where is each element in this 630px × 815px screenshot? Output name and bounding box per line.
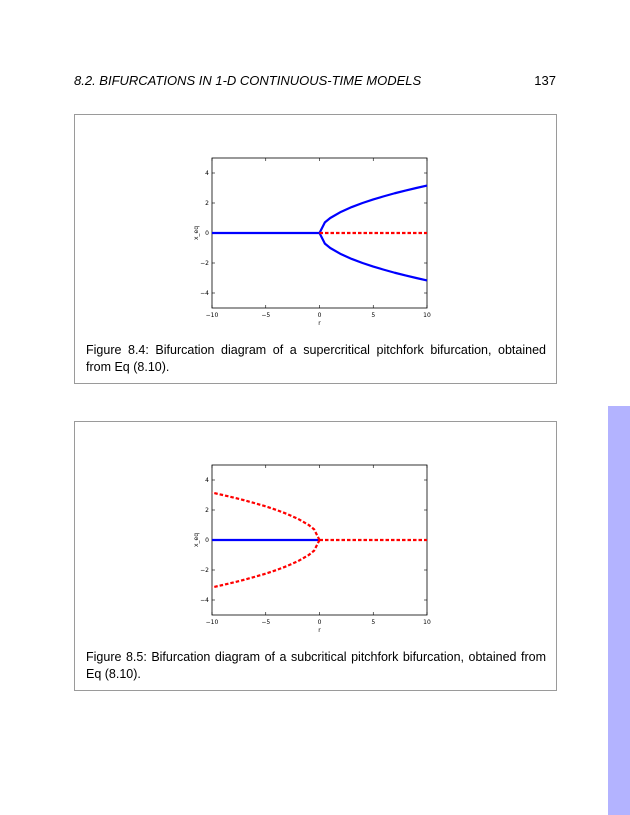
x-tick-label: −10: [206, 619, 219, 626]
y-tick-label: 4: [205, 170, 209, 177]
unstable-branch-line: [211, 491, 321, 541]
bifurcation-plot-subcritical: −10 −5 0 5 10 4 2 0 −2 −4 r x_eq: [193, 464, 431, 634]
y-tick-label: 0: [205, 230, 209, 237]
x-tick-label: 5: [371, 619, 375, 626]
x-tick-label: 10: [423, 312, 431, 319]
figure-8-4: −10 −5 0 5 10 4 2 0 −2 −4 r x_eq Figure 8.4: Bifurc…: [74, 114, 557, 384]
x-tick-label: 10: [423, 619, 431, 626]
y-tick-label: 0: [205, 537, 209, 544]
chapter-side-tab: [608, 406, 630, 815]
bifurcation-plot-supercritical: −10 −5 0 5 10 4 2 0 −2 −4 r x_eq: [193, 157, 431, 327]
y-axis-label: x_eq: [193, 226, 200, 240]
unstable-branch-line: [211, 539, 321, 589]
y-tick-label: −2: [200, 260, 209, 267]
figure-8-5: −10 −5 0 5 10 4 2 0 −2 −4 r x_eq Figure 8.5: Bifurc…: [74, 421, 557, 691]
y-tick-label: −2: [200, 567, 209, 574]
x-tick-label: −5: [261, 312, 270, 319]
y-tick-label: 2: [205, 507, 209, 514]
figure-caption: Figure 8.5: Bifurcation diagram of a sub…: [86, 649, 546, 683]
stable-branch-line: [318, 232, 428, 282]
x-axis-label: r: [318, 627, 321, 634]
y-tick-label: −4: [200, 597, 209, 604]
section-title: 8.2. BIFURCATIONS IN 1-D CONTINUOUS-TIME…: [74, 73, 422, 88]
x-tick-label: −5: [261, 619, 270, 626]
running-head: 8.2. BIFURCATIONS IN 1-D CONTINUOUS-TIME…: [74, 73, 556, 91]
caption-text: Figure 8.5: Bifurcation diagram of a sub…: [86, 650, 546, 681]
y-tick-label: −4: [200, 290, 209, 297]
page-number: 137: [534, 73, 556, 88]
caption-text: Figure 8.4: Bifurcation diagram of a sup…: [86, 343, 546, 374]
x-tick-label: −10: [206, 312, 219, 319]
x-tick-label: 0: [318, 312, 322, 319]
y-tick-label: 2: [205, 200, 209, 207]
figure-caption: Figure 8.4: Bifurcation diagram of a sup…: [86, 342, 546, 376]
y-tick-label: 4: [205, 477, 209, 484]
x-tick-label: 5: [371, 312, 375, 319]
x-tick-label: 0: [318, 619, 322, 626]
x-axis-label: r: [318, 320, 321, 327]
y-axis-label: x_eq: [193, 533, 200, 547]
stable-branch-line: [318, 184, 428, 234]
